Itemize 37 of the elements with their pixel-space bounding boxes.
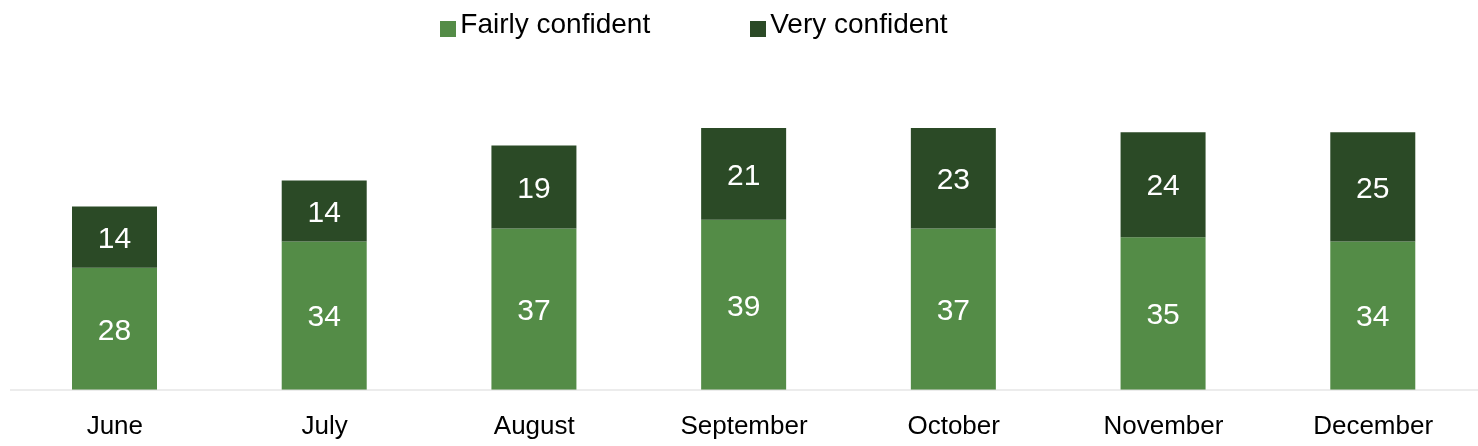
bar (491, 228, 577, 390)
bar (281, 241, 367, 390)
bar (1330, 132, 1416, 242)
bar (281, 180, 367, 242)
data-label: 14 (307, 194, 341, 228)
data-label: 37 (936, 292, 971, 326)
data-label: 23 (936, 161, 971, 195)
x-tick-label: July (301, 410, 348, 441)
data-label: 35 (1146, 297, 1180, 331)
x-tick-label: October (907, 410, 1001, 441)
bar (910, 228, 996, 390)
x-tick-label: November (1103, 410, 1224, 441)
bar (701, 219, 787, 390)
data-label: 24 (1146, 168, 1180, 202)
bar (701, 128, 787, 220)
x-tick-label: June (86, 410, 144, 441)
legend-label: Very confident (770, 8, 948, 39)
bar (72, 267, 157, 390)
x-tick-label: December (1313, 410, 1434, 441)
data-label: 21 (726, 157, 761, 191)
data-label: 39 (726, 288, 761, 322)
bar (72, 206, 157, 268)
data-label: 34 (307, 299, 341, 333)
x-tick-label: August (493, 410, 576, 441)
x-tick-label: September (680, 410, 808, 441)
data-label: 34 (1356, 299, 1390, 333)
data-label: 14 (97, 220, 132, 254)
data-label: 28 (97, 312, 132, 346)
bar (1120, 237, 1206, 390)
data-label: 25 (1356, 170, 1390, 204)
bar (1120, 132, 1206, 238)
data-label: 37 (517, 292, 551, 326)
legend-label: Fairly confident (460, 8, 651, 39)
data-label: 19 (517, 170, 551, 204)
bar (1330, 241, 1416, 390)
bar (491, 145, 577, 229)
bar (910, 128, 996, 229)
